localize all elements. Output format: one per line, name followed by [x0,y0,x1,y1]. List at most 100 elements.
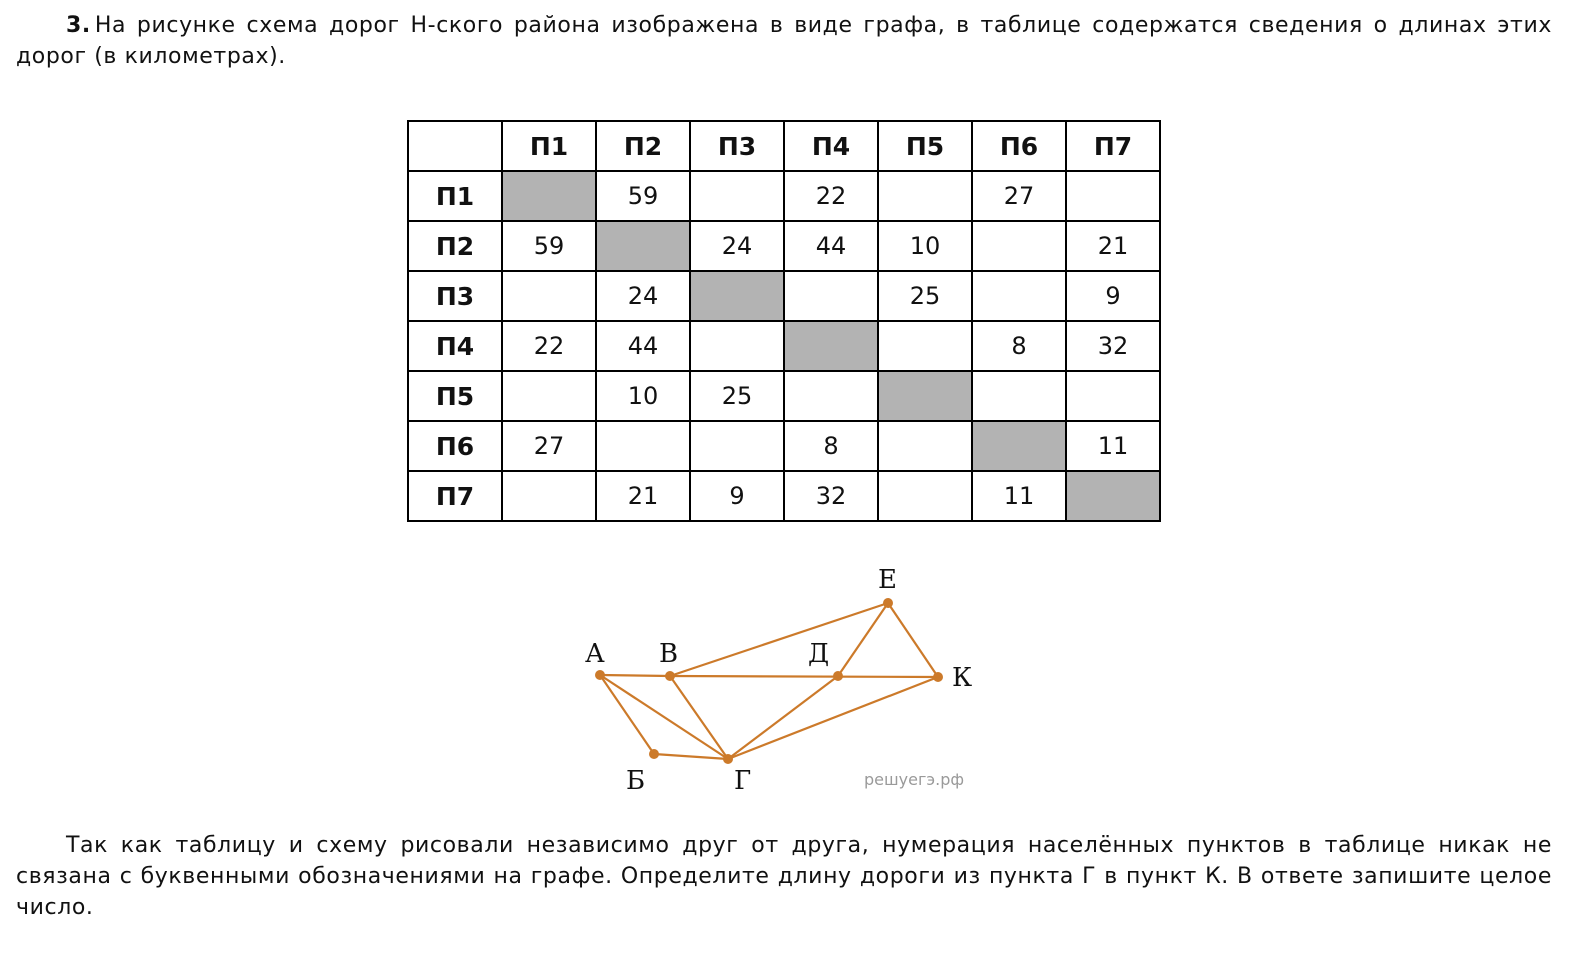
watermark: решуегэ.рф [864,770,964,789]
table-row: П3 24 25 9 [407,270,1161,322]
distance-cell: 24 [689,220,785,272]
node-label: В [659,639,678,669]
graph-node [933,672,943,682]
row-header: П7 [407,470,503,522]
distance-cell: 24 [595,270,691,322]
distance-cell [877,470,973,522]
column-header: П4 [783,120,879,172]
distance-cell: 21 [595,470,691,522]
distance-cell: 10 [595,370,691,422]
distance-cell [877,170,973,222]
table-corner-cell [407,120,503,172]
distance-cell [689,320,785,372]
task-intro: 3. На рисунке схема дорог Н-ского района … [16,10,1552,72]
node-label: К [952,663,972,693]
diagonal-cell [689,270,785,322]
distance-cell: 22 [783,170,879,222]
row-header: П6 [407,420,503,472]
distance-cell: 44 [783,220,879,272]
distance-table-wrap: П1 П2 П3 П4 П5 П6 П7 П1 59 22 27 П2 59 24 44 10 21 П3 24 25… [407,120,1161,522]
diagonal-cell [877,370,973,422]
column-header: П2 [595,120,691,172]
distance-cell: 8 [971,320,1067,372]
distance-cell: 27 [971,170,1067,222]
distance-cell [877,320,973,372]
row-header: П4 [407,320,503,372]
task-number: 3. [66,13,91,38]
task-question: Так как таблицу и схему рисовали независ… [16,833,1552,920]
distance-cell [783,370,879,422]
edge-Г-К [727,675,939,761]
table-row: П4 22 44 8 32 [407,320,1161,372]
distance-cell: 11 [971,470,1067,522]
edge-А-Б [599,674,655,755]
distance-cell: 44 [595,320,691,372]
distance-cell: 32 [1065,320,1161,372]
graph-node [833,671,843,681]
distance-cell: 9 [689,470,785,522]
table-header-row: П1 П2 П3 П4 П5 П6 П7 [407,120,1161,172]
graph-node [649,749,659,759]
distance-cell [689,170,785,222]
row-header: П5 [407,370,503,422]
table-row: П1 59 22 27 [407,170,1161,222]
edge-В-Е [669,601,889,678]
distance-table: П1 П2 П3 П4 П5 П6 П7 П1 59 22 27 П2 59 24 44 10 21 П3 24 25… [407,120,1161,522]
distance-cell [877,420,973,472]
distance-cell [783,270,879,322]
row-header: П2 [407,220,503,272]
diagonal-cell [971,420,1067,472]
edge-Е-К [887,602,939,678]
column-header: П5 [877,120,973,172]
distance-cell [1065,370,1161,422]
diagonal-cell [595,220,691,272]
graph-node [665,671,675,681]
table-row: П2 59 24 44 10 21 [407,220,1161,272]
edge-А-В [599,673,671,678]
edge-Б-Г [653,752,729,761]
diagonal-cell [1065,470,1161,522]
column-header: П6 [971,120,1067,172]
distance-cell [595,420,691,472]
column-header: П3 [689,120,785,172]
distance-cell: 32 [783,470,879,522]
edge-Д-Е [837,602,889,677]
distance-cell [501,270,597,322]
node-label: Б [626,766,645,796]
edge-Г-Д [727,675,839,760]
node-label: А [585,639,605,669]
distance-cell: 59 [595,170,691,222]
distance-cell [971,270,1067,322]
distance-cell: 8 [783,420,879,472]
distance-cell [971,370,1067,422]
graph-node [723,754,733,764]
node-label: Е [878,565,897,595]
distance-cell: 25 [689,370,785,422]
column-header: П1 [501,120,597,172]
table-row: П6 27 8 11 [407,420,1161,472]
diagonal-cell [501,170,597,222]
distance-cell: 10 [877,220,973,272]
node-label: Д [808,639,829,669]
edge-В-К [669,674,939,679]
column-header: П7 [1065,120,1161,172]
road-graph: А Б В Г Д Е К решуегэ.рф [585,565,972,796]
distance-cell [501,470,597,522]
distance-cell: 9 [1065,270,1161,322]
table-row: П7 21 9 32 11 [407,470,1161,522]
distance-cell [501,370,597,422]
graph-node [595,670,605,680]
distance-cell [971,220,1067,272]
distance-cell [1065,170,1161,222]
edge-А-Г [599,674,729,760]
distance-cell [689,420,785,472]
task-intro-text: На рисунке схема дорог Н-ского района из… [16,13,1552,69]
distance-cell: 59 [501,220,597,272]
distance-cell: 11 [1065,420,1161,472]
edge-В-Г [669,675,729,760]
distance-cell: 22 [501,320,597,372]
distance-cell: 25 [877,270,973,322]
row-header: П1 [407,170,503,222]
diagonal-cell [783,320,879,372]
graph-node [883,598,893,608]
